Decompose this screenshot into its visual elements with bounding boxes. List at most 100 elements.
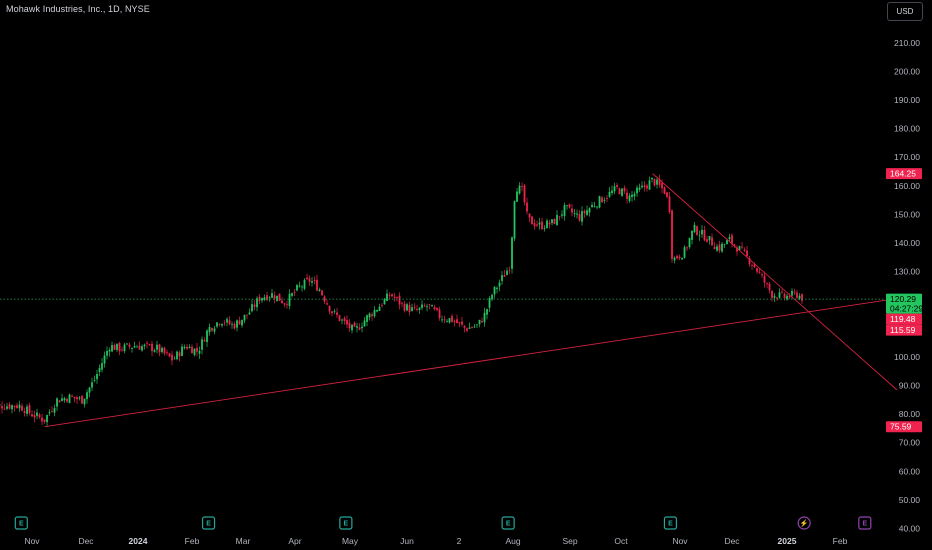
event-shape <box>14 516 28 530</box>
candle-body <box>538 222 541 225</box>
candle-body <box>76 397 78 400</box>
candle-body <box>138 345 141 350</box>
candle-body <box>111 345 113 352</box>
y-tick-label: 130.00 <box>894 266 920 276</box>
candle-body <box>588 208 591 213</box>
candle-body <box>176 351 178 360</box>
candle-body <box>561 214 563 216</box>
earnings-event-icon: E <box>14 516 28 530</box>
candle-body <box>88 387 91 393</box>
candle-body <box>773 296 776 298</box>
candle-body <box>153 350 156 352</box>
candle-body <box>531 216 533 225</box>
x-tick-label: 2024 <box>129 536 148 546</box>
candle-body <box>668 196 671 212</box>
candle-body <box>448 318 451 323</box>
candle-body <box>686 247 688 249</box>
candle-body <box>103 355 106 364</box>
candle-body <box>81 395 83 404</box>
candle-body <box>163 347 166 354</box>
candle-body <box>508 270 511 272</box>
candle-body <box>653 179 656 186</box>
candle-body <box>63 398 66 401</box>
candle-body <box>396 297 398 298</box>
candle-body <box>761 274 763 276</box>
candle-body <box>271 293 273 298</box>
candle-body <box>401 302 403 304</box>
candle-body <box>36 412 38 416</box>
candle-body <box>558 216 561 218</box>
candle-body <box>363 320 366 327</box>
price-tag-label: 164.25 <box>890 169 916 179</box>
candle-body <box>423 305 426 307</box>
candle-body <box>691 230 693 240</box>
candle-body <box>671 210 673 259</box>
price-tag-bg <box>886 313 922 325</box>
candle-body <box>196 347 198 352</box>
candle-body <box>273 295 276 299</box>
candle-body <box>108 349 111 352</box>
candle-body <box>16 405 18 408</box>
candle-body <box>546 220 548 229</box>
x-tick-label: Aug <box>505 536 520 546</box>
candle-body <box>728 237 731 240</box>
candle-body <box>748 257 751 265</box>
candle-body <box>393 296 396 298</box>
candle-body <box>681 257 683 260</box>
y-tick-label: 80.00 <box>899 409 921 419</box>
event-letter: E <box>506 521 511 528</box>
candle-body <box>253 304 256 307</box>
candle-body <box>418 307 421 310</box>
candle-body <box>386 293 388 301</box>
candle-body <box>248 312 251 315</box>
candle-body <box>633 193 636 197</box>
candle-body <box>168 353 171 357</box>
y-tick-label: 180.00 <box>894 124 920 134</box>
candle-body <box>603 199 606 201</box>
candle-body <box>161 347 163 352</box>
candle-body <box>311 281 313 283</box>
price-level-tag: 75.59 <box>886 421 922 433</box>
candle-body <box>791 290 793 296</box>
candle-body <box>291 293 293 296</box>
price-level-tag: 164.25 <box>886 168 922 180</box>
candle-body <box>281 300 283 304</box>
candle-body <box>28 405 31 414</box>
y-tick-label: 210.00 <box>894 38 920 48</box>
candle-body <box>173 358 176 360</box>
candle-body <box>8 404 11 409</box>
candle-body <box>793 291 796 293</box>
candle-body <box>343 318 346 322</box>
candle-body <box>93 380 96 381</box>
event-letter: ⚡ <box>800 519 809 528</box>
candle-body <box>391 294 393 297</box>
candle-body <box>513 201 516 239</box>
candle-body <box>706 239 708 242</box>
candle-body <box>383 299 386 305</box>
candle-body <box>341 319 343 321</box>
candle-body <box>678 256 681 259</box>
candle-body <box>313 280 316 282</box>
candle-body <box>701 229 703 235</box>
candle-body <box>491 294 493 300</box>
candle-body <box>616 185 618 187</box>
candle-body <box>743 249 746 251</box>
y-tick-label: 200.00 <box>894 67 920 77</box>
candle-body <box>128 344 131 347</box>
candle-body <box>628 195 631 202</box>
candle-body <box>751 265 753 267</box>
candle-body <box>713 246 716 250</box>
candle-body <box>338 315 341 321</box>
candle-body <box>356 326 358 328</box>
candle-body <box>268 297 271 299</box>
dividend-event-icon: E <box>858 516 872 530</box>
candle-body <box>171 354 173 361</box>
candle-body <box>333 310 336 312</box>
x-tick-label: Feb <box>185 536 200 546</box>
candle-body <box>213 328 216 332</box>
candle-body <box>638 187 641 190</box>
candle-body <box>298 285 301 287</box>
currency-selector[interactable]: USD <box>887 2 923 21</box>
candle-body <box>738 246 741 251</box>
